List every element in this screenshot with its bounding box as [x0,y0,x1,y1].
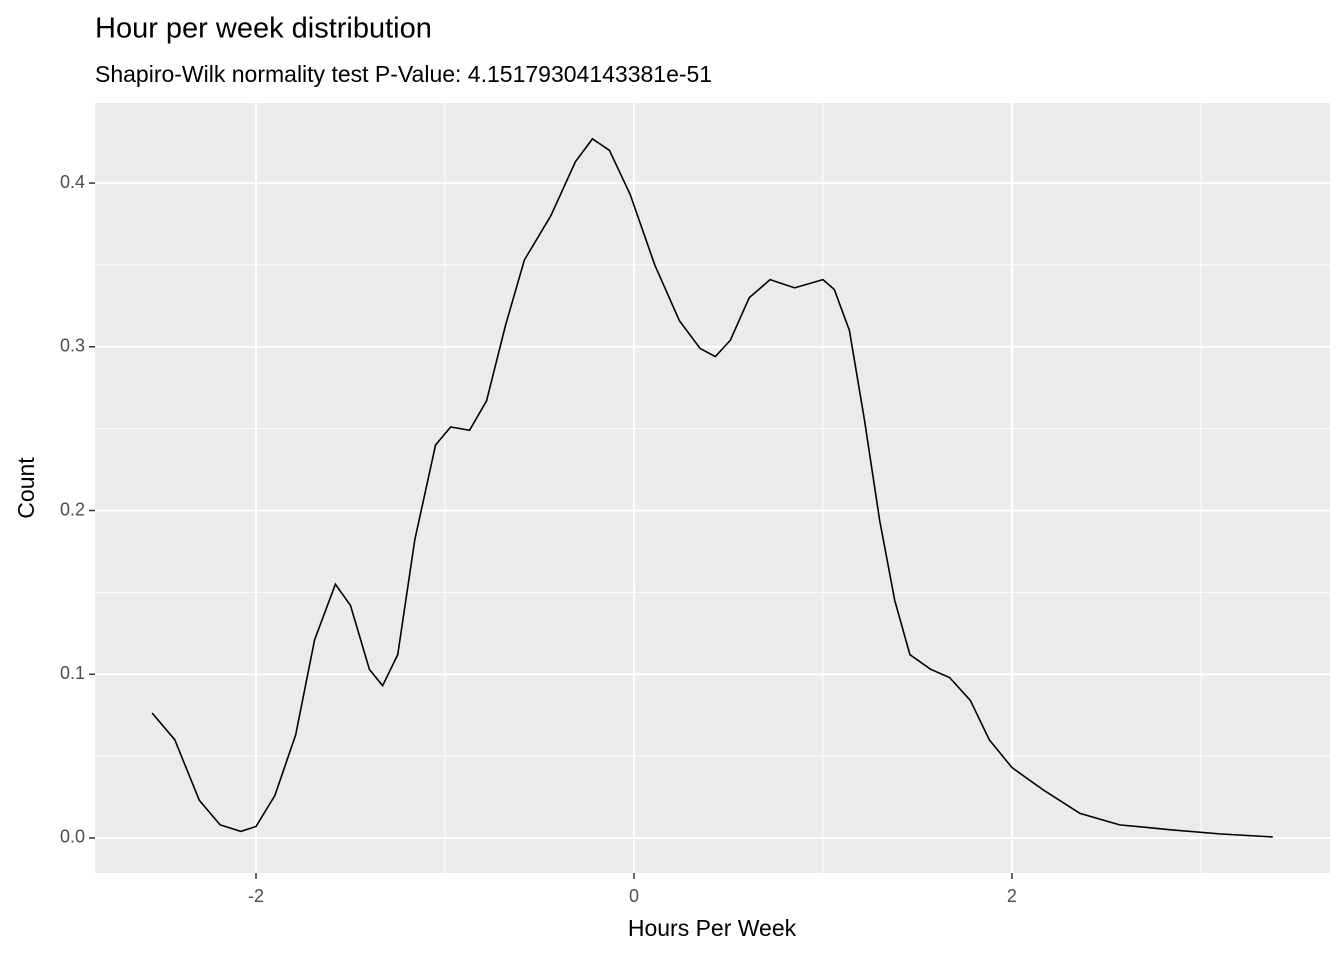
x-tick-label: 2 [1007,886,1017,906]
y-tick-label: 0.2 [60,499,85,519]
chart-title: Hour per week distribution [95,13,432,45]
y-axis-title: Count [13,457,39,519]
y-tick-label: 0.0 [60,827,85,847]
chart-subtitle: Shapiro-Wilk normality test P-Value: 4.1… [95,61,712,87]
density-line [151,137,1273,838]
x-tick-label: -2 [248,886,264,906]
y-tick-label: 0.4 [60,172,85,192]
x-axis-title: Hours Per Week [628,915,797,941]
plot-panel [95,103,1330,873]
y-tick-label: 0.3 [60,336,85,356]
x-tick-label: 0 [629,886,639,906]
y-tick-label: 0.1 [60,663,85,683]
